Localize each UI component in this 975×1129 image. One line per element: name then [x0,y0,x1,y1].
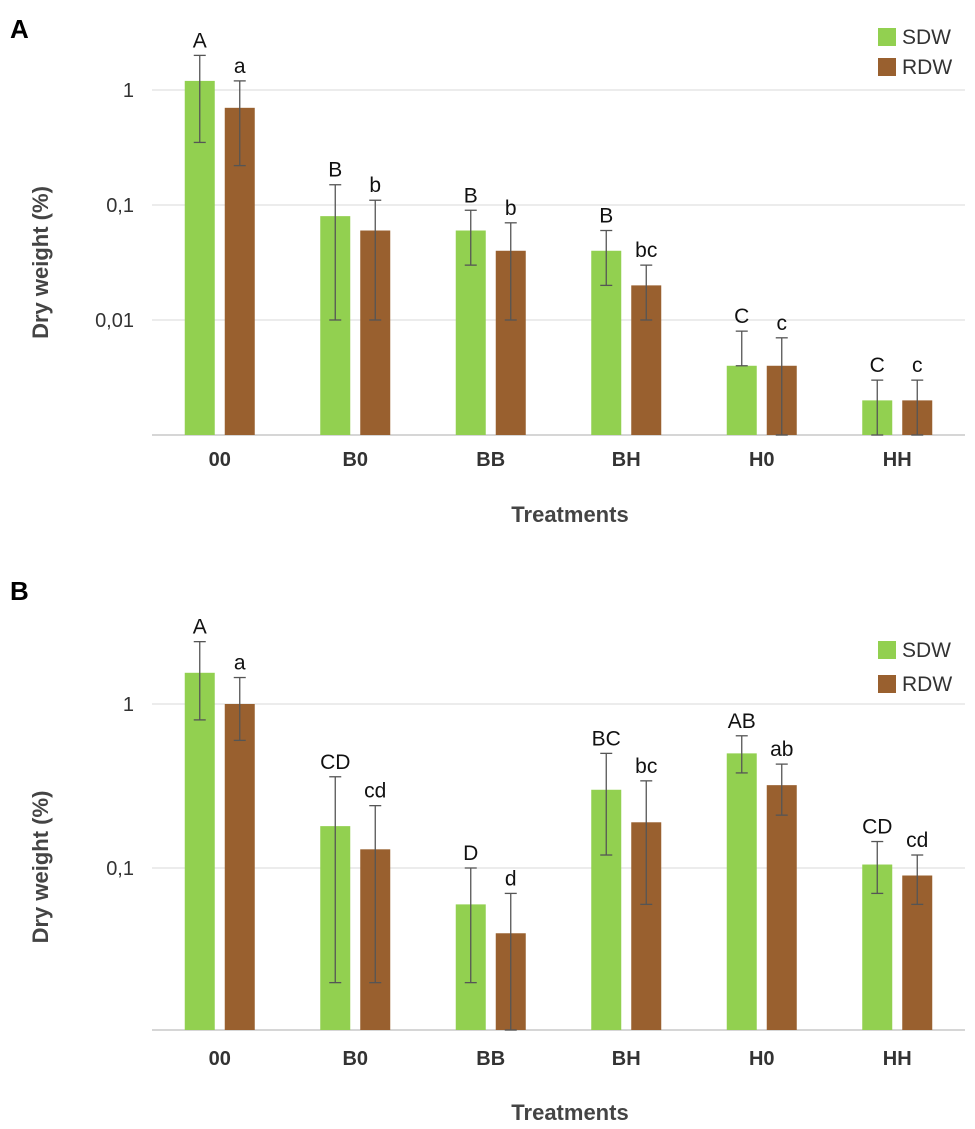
x-category-label: B0 [342,449,368,471]
significance-label: bc [635,239,657,262]
significance-label: D [463,842,478,865]
significance-label: CD [862,816,892,839]
panel-label: B [10,576,29,606]
error-bar [640,780,653,906]
significance-label: d [505,867,517,890]
x-category-label: HH [883,1048,912,1070]
error-bar [600,229,613,287]
significance-label: ab [770,738,793,761]
significance-label: c [912,354,923,377]
error-bar [871,379,884,436]
legend-swatch-rdw [878,58,896,76]
significance-label: A [193,616,207,639]
significance-label: BC [592,727,621,750]
significance-label: B [464,184,478,207]
error-bar [911,854,924,906]
significance-label: bc [635,755,657,778]
error-bar [775,763,788,816]
error-bar [464,209,477,266]
x-category-label: B0 [342,1048,368,1070]
y-tick-label: 1 [123,80,134,102]
x-category-label: H0 [749,1048,775,1070]
x-category-label: BB [476,449,505,471]
x-category-label: BH [612,1048,641,1070]
legend-swatch-sdw [878,28,896,46]
significance-label: cd [364,780,386,803]
chart-panel-b: B 1 0,1 Dry weight (%) Treatments 00 Aa B0 CD cd B… [10,576,965,1125]
error-bar [640,264,653,321]
significance-label: A [193,29,207,52]
error-bar [871,840,884,895]
significance-label: C [734,305,749,328]
bar-sdw [726,365,757,435]
error-bar [193,54,206,144]
error-bar [504,222,517,321]
x-axis-title: Treatments [511,502,628,527]
bar-rdw [224,704,255,1030]
x-category-label: BB [476,1048,505,1070]
significance-label: c [777,312,788,335]
error-bar [233,80,246,167]
legend-label-rdw: RDW [902,56,952,79]
x-category-label: 00 [209,449,231,471]
error-bar [504,892,517,1031]
panel-label: A [10,14,29,44]
legend-label-rdw: RDW [902,673,952,696]
bar-rdw [766,785,797,1030]
error-bar [369,804,382,984]
y-tick-label: 0,01 [95,310,134,332]
error-bar [600,752,613,856]
significance-label: CD [320,751,350,774]
significance-label: cd [906,829,928,852]
significance-label: C [870,354,885,377]
significance-label: a [234,55,246,78]
y-tick-label: 1 [123,694,134,716]
significance-label: B [599,205,613,228]
y-axis-title: Dry weight (%) [28,186,53,339]
bar-sdw [726,753,757,1030]
error-bar [193,640,206,721]
significance-label: AB [728,710,756,733]
chart-panel-a: A 1 0,1 0,01 Dry weight (%) Treatments 00 Aa B0 B… [10,14,965,527]
error-bar [329,776,342,984]
error-bar [464,867,477,984]
error-bar [775,337,788,436]
x-category-label: H0 [749,449,775,471]
legend-label-sdw: SDW [902,26,951,49]
bar-sdw [184,672,215,1030]
significance-label: b [505,197,517,220]
error-bar [233,676,246,742]
x-category-label: 00 [209,1048,231,1070]
x-category-label: HH [883,449,912,471]
y-tick-label: 0,1 [106,195,134,217]
error-bar [735,330,748,367]
x-axis-title: Treatments [511,1100,628,1125]
error-bar [369,199,382,321]
significance-label: B [328,159,342,182]
significance-label: a [234,652,246,675]
legend-swatch-sdw [878,641,896,659]
x-category-label: BH [612,449,641,471]
significance-label: b [369,174,381,197]
error-bar [911,379,924,436]
error-bar [735,735,748,774]
legend-label-sdw: SDW [902,639,951,662]
error-bar [329,184,342,321]
y-axis-title: Dry weight (%) [28,791,53,944]
legend-swatch-rdw [878,675,896,693]
y-tick-label: 0,1 [106,858,134,880]
